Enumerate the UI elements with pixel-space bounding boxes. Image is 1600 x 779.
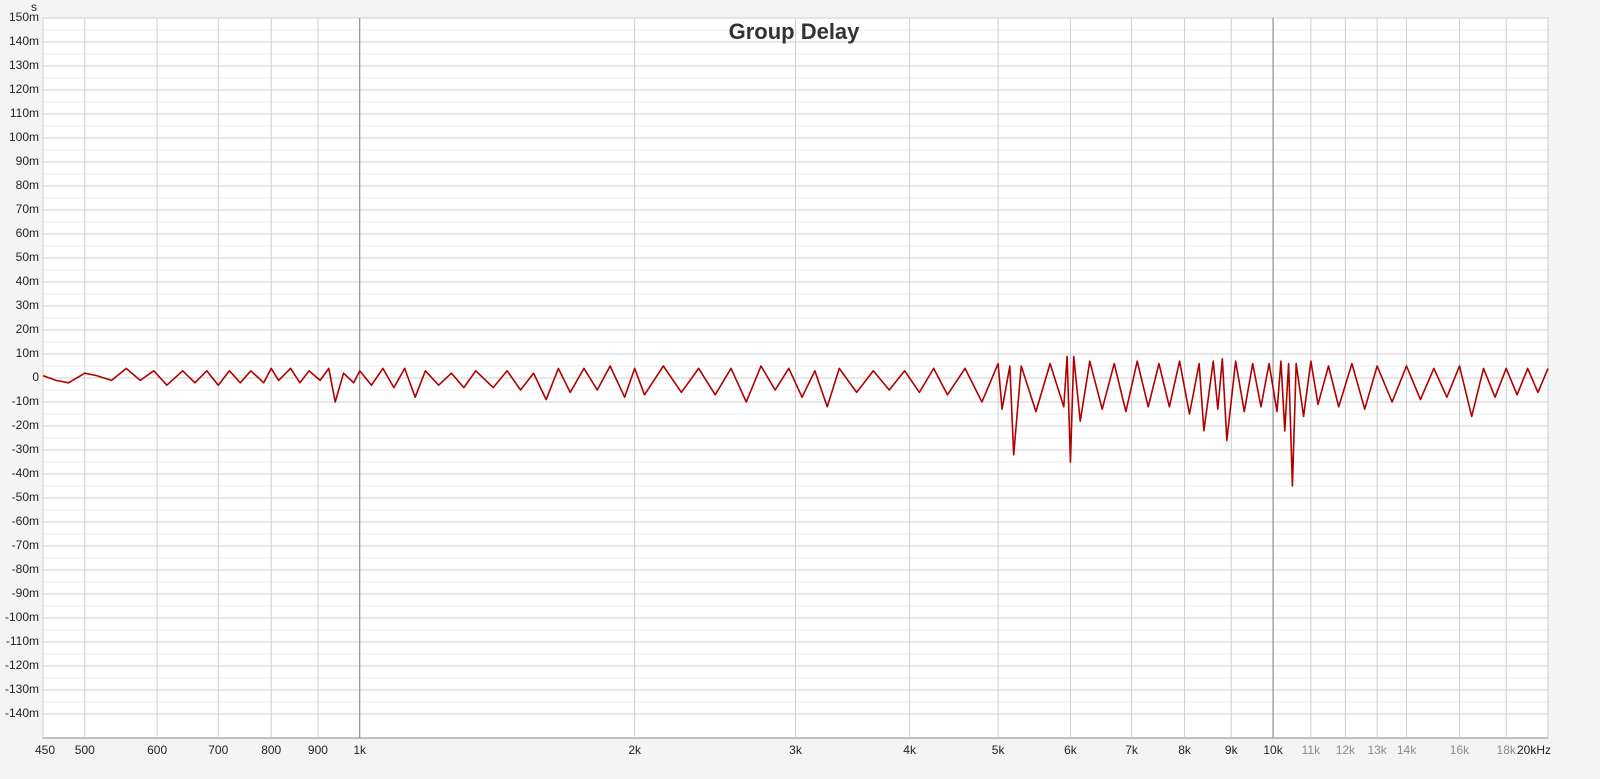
- x-tick-label: 450: [35, 743, 55, 757]
- y-tick-label: 100m: [9, 130, 39, 144]
- x-tick-label: 3k: [789, 743, 803, 757]
- y-tick-label: 110m: [10, 106, 39, 120]
- y-tick-label: -30m: [12, 442, 39, 456]
- y-tick-label: 0: [32, 370, 39, 384]
- y-tick-label: -90m: [12, 586, 39, 600]
- y-tick-label: 30m: [16, 298, 39, 312]
- x-tick-label: 500: [75, 743, 95, 757]
- data-line: [42, 355, 1549, 487]
- x-tick-label: 4k: [903, 743, 917, 757]
- x-tick-label: 5k: [992, 743, 1006, 757]
- y-tick-label: -140m: [5, 706, 39, 720]
- y-tick-label: -100m: [5, 610, 39, 624]
- y-tick-label: -40m: [12, 466, 39, 480]
- y-tick-label: -80m: [12, 562, 39, 576]
- y-tick-label: 20m: [16, 322, 39, 336]
- x-tick-label: 10k: [1263, 743, 1283, 757]
- y-tick-label: 10m: [16, 346, 39, 360]
- x-tick-label: 7k: [1125, 743, 1139, 757]
- x-tick-label: 12k: [1336, 743, 1356, 757]
- x-tick-label: 1k: [353, 743, 367, 757]
- y-tick-label: 150m: [9, 10, 39, 24]
- y-tick-label: 70m: [16, 202, 39, 216]
- y-tick-label: -60m: [12, 514, 39, 528]
- x-tick-label: 18k: [1497, 743, 1517, 757]
- marks: [42, 355, 1549, 487]
- y-tick-label: 140m: [9, 34, 39, 48]
- y-tick-label: -130m: [5, 682, 39, 696]
- x-tick-label: 6k: [1064, 743, 1078, 757]
- x-tick-label: 11k: [1302, 743, 1321, 757]
- x-tick-label: 700: [208, 743, 228, 757]
- y-tick-label: -10m: [12, 394, 39, 408]
- x-tick-label: 20kHz: [1517, 743, 1551, 757]
- x-tick-label: 2k: [628, 743, 642, 757]
- grid: [42, 17, 1549, 738]
- x-tick-label: 900: [308, 743, 328, 757]
- x-tick-label: 16k: [1450, 743, 1470, 757]
- y-tick-label: 50m: [16, 250, 39, 264]
- y-tick-label: 40m: [16, 274, 39, 288]
- x-tick-label: 9k: [1225, 743, 1239, 757]
- y-tick-label: -50m: [12, 490, 39, 504]
- y-tick-label: -120m: [5, 658, 39, 672]
- x-tick-label: 8k: [1178, 743, 1192, 757]
- x-tick-label: 14k: [1397, 743, 1417, 757]
- y-tick-label: -20m: [12, 418, 39, 432]
- y-tick-label: 60m: [16, 226, 39, 240]
- chart-title: Group Delay: [729, 19, 861, 44]
- y-tick-label: -110m: [6, 634, 39, 648]
- y-tick-label: 120m: [9, 82, 39, 96]
- x-tick-label: 13k: [1367, 743, 1387, 757]
- y-axis-unit: s: [31, 0, 37, 14]
- y-tick-label: -70m: [12, 538, 39, 552]
- x-tick-label: 800: [261, 743, 281, 757]
- y-tick-label: 130m: [9, 58, 39, 72]
- x-tick-label: 600: [147, 743, 167, 757]
- y-tick-label: 90m: [16, 154, 39, 168]
- y-tick-label: 80m: [16, 178, 39, 192]
